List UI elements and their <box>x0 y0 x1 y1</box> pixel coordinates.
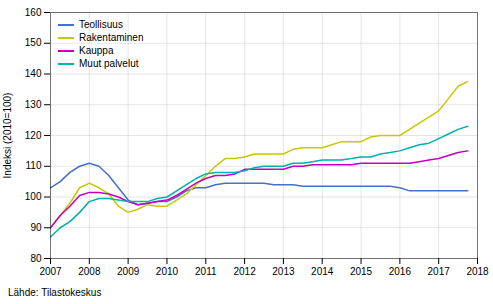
svg-text:100: 100 <box>25 191 42 202</box>
svg-text:140: 140 <box>25 68 42 79</box>
svg-text:2014: 2014 <box>311 266 334 277</box>
svg-text:2017: 2017 <box>428 266 451 277</box>
svg-text:80: 80 <box>30 253 42 264</box>
svg-text:2011: 2011 <box>195 266 217 277</box>
svg-text:150: 150 <box>25 37 42 48</box>
html-text:Muut palvelut: Muut palvelut <box>79 58 139 69</box>
svg-text:130: 130 <box>25 99 42 110</box>
html-text:Kauppa: Kauppa <box>79 45 114 56</box>
svg-text:2018: 2018 <box>466 266 489 277</box>
svg-text:2013: 2013 <box>272 266 295 277</box>
html-text:Lähde: Tilastokeskus: Lähde: Tilastokeskus <box>8 287 102 298</box>
svg-text:2008: 2008 <box>78 266 101 277</box>
svg-text:160: 160 <box>25 7 42 18</box>
svg-text:2009: 2009 <box>117 266 140 277</box>
svg-text:2015: 2015 <box>350 266 373 277</box>
svg-text:Indeksi (2010=100): Indeksi (2010=100) <box>2 93 13 179</box>
svg-text:2016: 2016 <box>389 266 412 277</box>
svg-text:120: 120 <box>25 130 42 141</box>
svg-text:2007: 2007 <box>39 266 62 277</box>
html-text:Teollisuus: Teollisuus <box>79 19 123 30</box>
svg-text:2010: 2010 <box>156 266 179 277</box>
svg-text:110: 110 <box>26 160 42 171</box>
html-text:Rakentaminen: Rakentaminen <box>79 32 144 43</box>
svg-text:2012: 2012 <box>233 266 256 277</box>
svg-text:90: 90 <box>30 222 42 233</box>
